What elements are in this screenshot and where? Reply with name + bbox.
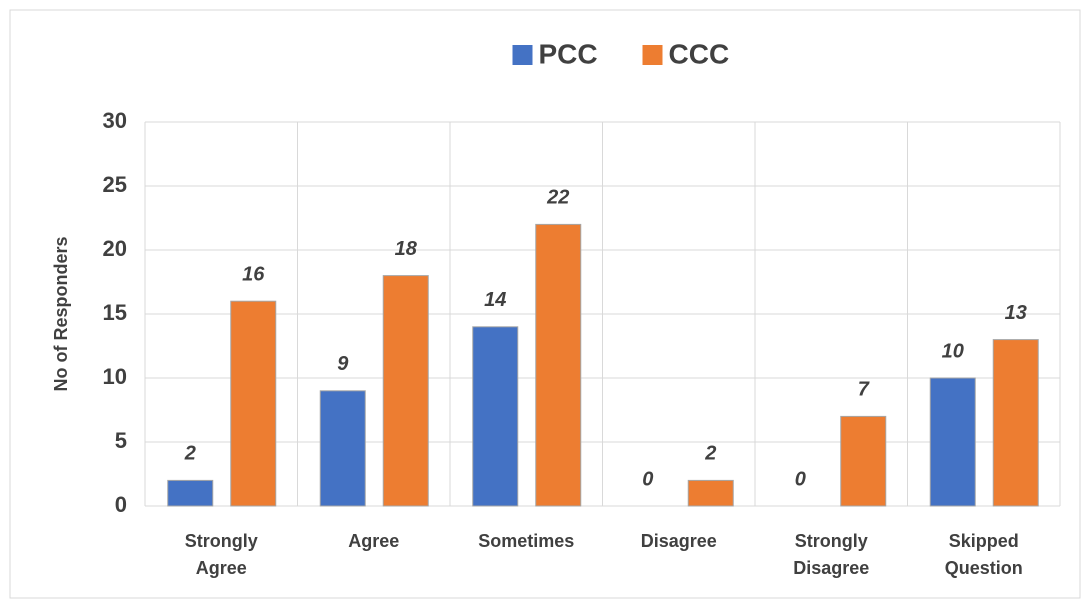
data-label: 2 (704, 443, 716, 465)
data-label: 22 (546, 187, 569, 209)
data-label: 0 (795, 468, 806, 490)
data-label: 13 (1005, 302, 1027, 324)
y-tick-label: 20 (103, 236, 127, 261)
data-label: 14 (484, 289, 506, 311)
bar (929, 377, 976, 507)
y-tick-label: 25 (103, 172, 127, 197)
legend-label: PCC (539, 38, 598, 69)
legend-swatch (642, 45, 663, 65)
data-label: 10 (942, 340, 964, 362)
bar (382, 275, 429, 507)
y-tick-label: 10 (103, 364, 127, 389)
data-label: 0 (642, 468, 653, 490)
legend-label: CCC (669, 38, 730, 69)
data-label: 2 (184, 443, 196, 465)
x-tick-label: Strongly Disagree (793, 531, 869, 578)
bar (840, 415, 887, 507)
data-label: 18 (395, 238, 418, 260)
y-tick-label: 30 (103, 108, 127, 133)
x-tick-label: Sometimes (478, 531, 574, 551)
y-tick-label: 5 (115, 428, 127, 453)
data-label: 16 (242, 263, 265, 285)
y-tick-label: 0 (115, 492, 127, 517)
bar (319, 390, 366, 507)
bar (992, 339, 1039, 507)
bar (472, 326, 519, 507)
y-tick-label: 15 (103, 300, 127, 325)
x-tick-label: Disagree (641, 531, 717, 551)
x-tick-label: Skipped Question (945, 531, 1023, 578)
bar (167, 479, 214, 507)
legend-swatch (512, 45, 533, 65)
x-tick-label: Agree (348, 531, 399, 551)
bar (687, 479, 734, 507)
bar (535, 223, 582, 507)
bar (230, 300, 277, 507)
x-tick-label: Strongly Agree (185, 531, 258, 578)
data-label: 9 (337, 353, 349, 375)
y-axis-label: No of Responders (51, 236, 71, 391)
data-label: 7 (858, 379, 870, 401)
